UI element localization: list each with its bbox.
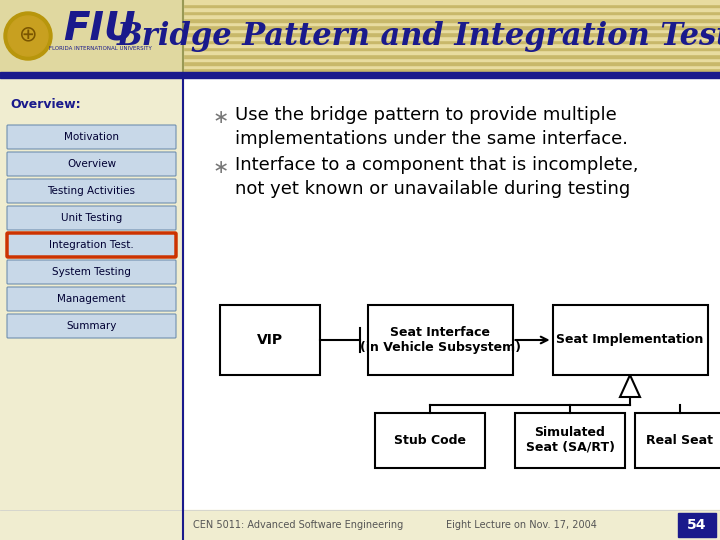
Bar (0, 3, 720, 7)
Text: Stub Code: Stub Code (394, 434, 466, 447)
Bar (367, 305, 513, 375)
Circle shape (8, 16, 48, 56)
Bar (375, 413, 485, 468)
Bar (552, 305, 708, 375)
Text: ⊕: ⊕ (19, 24, 37, 44)
Bar (0, 60, 720, 65)
Bar (0, 6, 720, 11)
Text: Interface to a component that is incomplete,: Interface to a component that is incompl… (235, 156, 639, 174)
Bar (0, 0, 720, 4)
Bar (678, 513, 716, 537)
Text: Use the bridge pattern to provide multiple: Use the bridge pattern to provide multip… (235, 106, 617, 124)
Text: 54: 54 (688, 518, 707, 532)
Bar (0, 39, 720, 43)
FancyBboxPatch shape (7, 233, 176, 257)
Bar (515, 413, 625, 468)
Bar (0, 64, 720, 69)
Text: Management: Management (58, 294, 126, 304)
Bar (0, 10, 720, 15)
Bar (220, 305, 320, 375)
Text: Unit Testing: Unit Testing (61, 213, 122, 223)
Text: Summary: Summary (66, 321, 117, 331)
Bar (635, 413, 720, 468)
Text: not yet known or unavailable during testing: not yet known or unavailable during test… (235, 180, 630, 198)
Text: Overview: Overview (67, 159, 116, 169)
Text: Seat Implementation: Seat Implementation (557, 334, 703, 347)
Circle shape (4, 12, 52, 60)
Bar (0, 36, 720, 39)
Text: Testing Activities: Testing Activities (48, 186, 135, 196)
FancyBboxPatch shape (7, 152, 176, 176)
Bar (0, 78, 183, 540)
Bar (0, 46, 720, 50)
Bar (0, 0, 183, 72)
Bar (0, 14, 720, 18)
Text: Overview:: Overview: (10, 98, 81, 111)
FancyBboxPatch shape (7, 314, 176, 338)
Text: Seat Interface
(in Vehicle Subsystem): Seat Interface (in Vehicle Subsystem) (359, 326, 521, 354)
Bar (0, 25, 720, 29)
Text: Eight Lecture on Nov. 17, 2004: Eight Lecture on Nov. 17, 2004 (446, 520, 598, 530)
Text: Integration Test.: Integration Test. (49, 240, 134, 250)
Bar (0, 510, 720, 540)
Bar (0, 17, 720, 22)
Bar (183, 72, 720, 540)
FancyBboxPatch shape (7, 260, 176, 284)
Text: Motivation: Motivation (64, 132, 119, 142)
Text: Bridge Pattern and Integration Testing: Bridge Pattern and Integration Testing (117, 21, 720, 51)
Text: VIP: VIP (257, 333, 283, 347)
Text: ∗: ∗ (213, 108, 230, 127)
Text: implementations under the same interface.: implementations under the same interface… (235, 130, 628, 148)
Bar (0, 50, 720, 54)
Bar (0, 28, 720, 32)
Text: CEN 5011: Advanced Software Engineering: CEN 5011: Advanced Software Engineering (193, 520, 403, 530)
FancyBboxPatch shape (7, 287, 176, 311)
FancyBboxPatch shape (7, 125, 176, 149)
Text: Real Seat: Real Seat (647, 434, 714, 447)
FancyBboxPatch shape (7, 179, 176, 203)
Text: System Testing: System Testing (52, 267, 131, 277)
Bar (0, 68, 720, 72)
Bar (0, 21, 720, 25)
Text: Simulated
Seat (SA/RT): Simulated Seat (SA/RT) (526, 426, 614, 454)
Bar (0, 57, 720, 61)
Text: FIU: FIU (63, 9, 136, 47)
Bar (0, 43, 720, 47)
Text: ∗: ∗ (213, 158, 230, 177)
Polygon shape (620, 375, 640, 397)
Bar (0, 32, 720, 36)
FancyBboxPatch shape (7, 206, 176, 230)
Text: FLORIDA INTERNATIONAL UNIVERSITY: FLORIDA INTERNATIONAL UNIVERSITY (49, 45, 151, 51)
Bar (0, 72, 720, 78)
Bar (0, 53, 720, 58)
